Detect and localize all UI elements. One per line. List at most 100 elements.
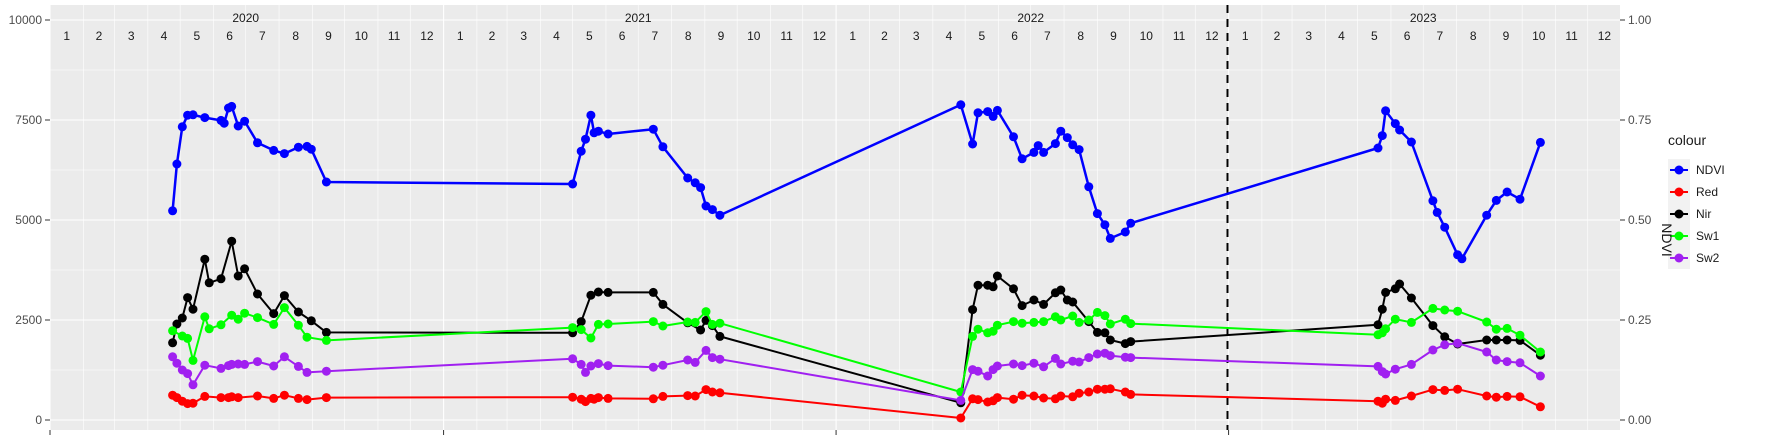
data-point-sw2: [648, 362, 658, 372]
right-axis-title: NDVI: [1659, 223, 1675, 256]
month-tick-label: 5: [978, 29, 985, 43]
data-point-sw2: [227, 359, 237, 369]
y-left-tick-label: 7500: [15, 113, 42, 127]
data-point-ndvi: [956, 100, 966, 110]
data-point-sw1: [1482, 317, 1492, 327]
data-point-sw2: [576, 359, 586, 369]
data-point-ndvi: [568, 179, 578, 189]
legend-item-sw2: Sw2: [1668, 247, 1720, 269]
data-point-sw2: [321, 366, 331, 376]
legend-key-point: [1674, 187, 1684, 197]
data-point-sw2: [279, 352, 289, 362]
data-point-sw1: [992, 320, 1002, 330]
data-point-ndvi: [1428, 196, 1438, 206]
data-point-ndvi: [168, 206, 178, 216]
data-point-red: [1056, 391, 1066, 401]
legend-key-point: [1674, 165, 1684, 175]
data-point-sw2: [973, 366, 983, 376]
data-point-sw1: [227, 310, 237, 320]
data-point-ndvi: [1033, 141, 1043, 151]
data-point-sw2: [581, 367, 590, 377]
legend-key-point: [1674, 231, 1684, 241]
data-point-nir: [1395, 279, 1405, 289]
data-point-sw2: [1491, 355, 1501, 365]
month-tick-label: 10: [1140, 29, 1154, 43]
legend-item-ndvi: NDVI: [1668, 159, 1725, 181]
data-point-sw1: [648, 317, 658, 327]
data-point-sw1: [240, 308, 250, 318]
data-point-ndvi: [200, 113, 210, 123]
data-point-red: [603, 393, 613, 403]
legend-label: Sw1: [1696, 229, 1720, 243]
data-point-ndvi: [1390, 119, 1400, 129]
data-point-ndvi: [1120, 227, 1130, 237]
data-point-nir: [321, 327, 331, 337]
legend-label: Sw2: [1696, 251, 1720, 265]
data-point-ndvi: [658, 142, 668, 152]
data-point-ndvi: [306, 144, 316, 154]
data-point-nir: [306, 316, 316, 326]
data-point-red: [1092, 384, 1102, 394]
data-point-ndvi: [696, 183, 706, 193]
data-point-nir: [1440, 332, 1450, 342]
data-point-red: [1074, 388, 1084, 398]
legend-label: Red: [1696, 185, 1718, 199]
data-point-nir: [586, 290, 596, 300]
data-point-red: [1515, 392, 1525, 402]
data-point-sw2: [603, 361, 613, 371]
data-point-sw2: [715, 354, 725, 364]
data-point-sw1: [1428, 303, 1438, 313]
month-tick-label: 8: [685, 29, 692, 43]
data-point-sw1: [200, 312, 210, 322]
legend-label: NDVI: [1696, 163, 1725, 177]
series-sw1: [168, 303, 1545, 397]
data-point-ndvi: [1105, 233, 1115, 243]
data-point-sw1: [1084, 315, 1094, 325]
data-point-sw2: [216, 363, 226, 373]
data-point-nir: [168, 338, 178, 348]
data-point-red: [1390, 395, 1400, 405]
month-tick-label: 11: [1565, 29, 1578, 43]
data-point-nir: [1017, 301, 1027, 311]
data-point-red: [269, 393, 279, 403]
data-point-ndvi: [219, 118, 229, 128]
month-tick-label: 8: [292, 29, 299, 43]
data-point-sw1: [968, 331, 978, 341]
data-point-nir: [227, 236, 237, 246]
data-point-sw2: [240, 359, 250, 369]
data-point-nir: [183, 293, 193, 303]
month-tick-label: 7: [259, 29, 266, 43]
data-point-sw1: [576, 325, 586, 335]
data-point-nir: [968, 305, 978, 315]
month-tick-label: 6: [1011, 29, 1018, 43]
data-point-sw2: [690, 357, 700, 367]
data-point-sw2: [1482, 347, 1492, 357]
data-point-sw2: [1056, 359, 1066, 369]
data-point-ndvi: [1039, 147, 1049, 157]
month-tick-label: 2: [489, 29, 496, 43]
data-point-sw1: [973, 324, 983, 334]
data-point-sw1: [715, 318, 725, 328]
legend-item-red: Red: [1668, 181, 1718, 203]
data-point-sw2: [1105, 351, 1115, 361]
data-point-red: [253, 391, 262, 401]
data-point-red: [648, 394, 658, 404]
data-point-red: [1009, 394, 1018, 404]
data-point-nir: [1029, 295, 1039, 305]
data-point-nir: [200, 254, 210, 264]
data-point-sw1: [683, 317, 693, 327]
data-point-nir: [177, 313, 187, 323]
month-tick-label: 9: [1503, 29, 1510, 43]
month-tick-label: 10: [1532, 29, 1546, 43]
data-point-sw1: [253, 313, 262, 323]
data-point-ndvi: [1457, 254, 1467, 264]
legend-title: colour: [1668, 132, 1706, 148]
data-point-red: [216, 393, 226, 403]
data-point-sw1: [1100, 311, 1110, 321]
data-point-ndvi: [177, 122, 187, 132]
data-point-nir: [576, 317, 586, 327]
data-point-nir: [293, 307, 303, 317]
data-point-ndvi: [715, 210, 725, 220]
month-tick-label: 3: [128, 29, 135, 43]
data-point-sw2: [1390, 364, 1400, 374]
